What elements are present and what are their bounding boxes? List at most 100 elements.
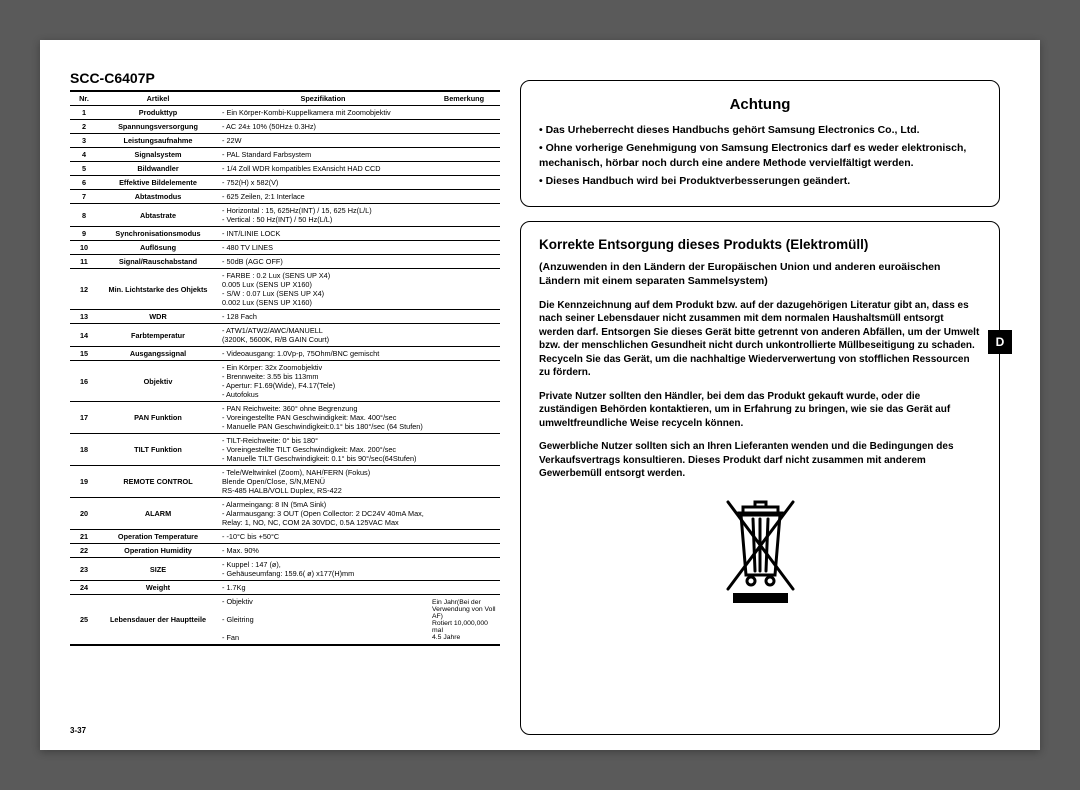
table-cell: 10 — [70, 241, 98, 255]
table-cell: Ein Jahr(Bei der Verwendung von Voll AF)… — [428, 595, 500, 646]
table-cell: REMOTE CONTROL — [98, 466, 218, 498]
table-cell — [428, 402, 500, 434]
table-row: 9Synchronisationsmodus- INT/LINIE LOCK — [70, 227, 500, 241]
table-cell: Lebensdauer der Hauptteile — [98, 595, 218, 646]
table-cell: 9 — [70, 227, 98, 241]
table-cell: 21 — [70, 530, 98, 544]
table-cell: 6 — [70, 176, 98, 190]
table-cell: - 625 Zeilen, 2:1 Interlace — [218, 190, 428, 204]
table-cell — [428, 347, 500, 361]
table-cell: 24 — [70, 581, 98, 595]
table-row: 1Produkttyp- Ein Körper-Kombi-Kuppelkame… — [70, 106, 500, 120]
achtung-p1: • Das Urheberrecht dieses Handbuchs gehö… — [539, 123, 981, 137]
table-cell — [428, 434, 500, 466]
page-number: 3-37 — [70, 726, 500, 735]
table-row: 14Farbtemperatur- ATW1/ATW2/AWC/MANUELL … — [70, 324, 500, 347]
table-cell: 4 — [70, 148, 98, 162]
table-cell: - Ein Körper: 32x Zoomobjektiv - Brennwe… — [218, 361, 428, 402]
table-cell: 12 — [70, 269, 98, 310]
table-cell — [428, 241, 500, 255]
language-tab: D — [988, 330, 1012, 354]
table-cell: 18 — [70, 434, 98, 466]
table-cell — [428, 255, 500, 269]
table-cell: - 22W — [218, 134, 428, 148]
table-cell: - PAL Standard Farbsystem — [218, 148, 428, 162]
disposal-box: Korrekte Entsorgung dieses Produkts (Ele… — [520, 221, 1000, 735]
table-cell — [428, 162, 500, 176]
model-title: SCC-C6407P — [70, 70, 500, 86]
table-cell: - Kuppel : 147 (ø), - Gehäuseumfang: 159… — [218, 558, 428, 581]
table-cell: - -10°C bis +50°C — [218, 530, 428, 544]
achtung-p3: • Dieses Handbuch wird bei Produktverbes… — [539, 174, 981, 188]
table-row: 20ALARM- Alarmeingang: 8 IN (5mA Sink) -… — [70, 498, 500, 530]
table-row: 8Abtastrate- Horizontal : 15, 625Hz(INT)… — [70, 204, 500, 227]
table-cell: 23 — [70, 558, 98, 581]
table-row: 5Bildwandler- 1/4 Zoll WDR kompatibles E… — [70, 162, 500, 176]
table-row: 18TILT Funktion- TILT-Reichweite: 0° bis… — [70, 434, 500, 466]
table-cell: 1 — [70, 106, 98, 120]
table-cell: 3 — [70, 134, 98, 148]
table-cell: - Horizontal : 15, 625Hz(INT) / 15, 625 … — [218, 204, 428, 227]
table-cell: 17 — [70, 402, 98, 434]
table-cell: SIZE — [98, 558, 218, 581]
table-row: 10Auflösung- 480 TV LINES — [70, 241, 500, 255]
table-cell: - 50dB (AGC OFF) — [218, 255, 428, 269]
table-cell — [428, 530, 500, 544]
disposal-p3: Gewerbliche Nutzer sollten sich an Ihren… — [539, 440, 981, 481]
table-cell: 2 — [70, 120, 98, 134]
table-cell — [428, 558, 500, 581]
table-cell: PAN Funktion — [98, 402, 218, 434]
table-cell: Operation Humidity — [98, 544, 218, 558]
table-cell: - Videoausgang: 1.0Vp-p, 75Ohm/BNC gemis… — [218, 347, 428, 361]
disposal-p2: Private Nutzer sollten den Händler, bei … — [539, 390, 981, 431]
table-cell: 14 — [70, 324, 98, 347]
table-cell: - Tele/Weltwinkel (Zoom), NAH/FERN (Foku… — [218, 466, 428, 498]
table-cell: Signal/Rauschabstand — [98, 255, 218, 269]
table-row: 4Signalsystem- PAL Standard Farbsystem — [70, 148, 500, 162]
table-cell: 25 — [70, 595, 98, 646]
table-cell: Abtastmodus — [98, 190, 218, 204]
right-column: Achtung • Das Urheberrecht dieses Handbu… — [520, 70, 1000, 735]
table-cell: - PAN Reichweite: 360° ohne Begrenzung -… — [218, 402, 428, 434]
table-cell: Objektiv — [98, 361, 218, 402]
table-cell — [428, 120, 500, 134]
table-cell: Produkttyp — [98, 106, 218, 120]
document-page: SCC-C6407P Nr. Artikel Spezifikation Bem… — [40, 40, 1040, 750]
table-cell: - 128 Fach — [218, 310, 428, 324]
table-cell: Auflösung — [98, 241, 218, 255]
table-cell: 16 — [70, 361, 98, 402]
table-cell — [428, 310, 500, 324]
table-cell: ALARM — [98, 498, 218, 530]
table-cell — [428, 544, 500, 558]
table-cell: Signalsystem — [98, 148, 218, 162]
table-cell: Synchronisationsmodus — [98, 227, 218, 241]
table-cell: 8 — [70, 204, 98, 227]
table-cell: WDR — [98, 310, 218, 324]
table-row: 11Signal/Rauschabstand- 50dB (AGC OFF) — [70, 255, 500, 269]
table-cell — [428, 204, 500, 227]
table-cell: Farbtemperatur — [98, 324, 218, 347]
table-cell — [428, 176, 500, 190]
table-cell — [428, 466, 500, 498]
th-spez: Spezifikation — [218, 91, 428, 106]
table-cell: - Alarmeingang: 8 IN (5mA Sink) - Alarma… — [218, 498, 428, 530]
table-cell: - Objektiv - Gleitring - Fan — [218, 595, 428, 646]
weee-bin-icon — [713, 497, 808, 607]
disposal-sub: (Anzuwenden in den Ländern der Europäisc… — [539, 260, 981, 288]
table-cell: Weight — [98, 581, 218, 595]
table-row: 15Ausgangssignal- Videoausgang: 1.0Vp-p,… — [70, 347, 500, 361]
table-cell: 13 — [70, 310, 98, 324]
table-cell: Bildwandler — [98, 162, 218, 176]
th-nr: Nr. — [70, 91, 98, 106]
table-cell: - FARBE : 0.2 Lux (SENS UP X4) 0.005 Lux… — [218, 269, 428, 310]
table-row: 22Operation Humidity- Max. 90% — [70, 544, 500, 558]
table-cell: - TILT-Reichweite: 0° bis 180° - Voreing… — [218, 434, 428, 466]
table-cell: 5 — [70, 162, 98, 176]
table-cell — [428, 581, 500, 595]
table-cell — [428, 324, 500, 347]
th-bem: Bemerkung — [428, 91, 500, 106]
table-cell: - 752(H) x 582(V) — [218, 176, 428, 190]
disposal-title: Korrekte Entsorgung dieses Produkts (Ele… — [539, 236, 981, 254]
achtung-title: Achtung — [539, 95, 981, 115]
table-row: 7Abtastmodus- 625 Zeilen, 2:1 Interlace — [70, 190, 500, 204]
